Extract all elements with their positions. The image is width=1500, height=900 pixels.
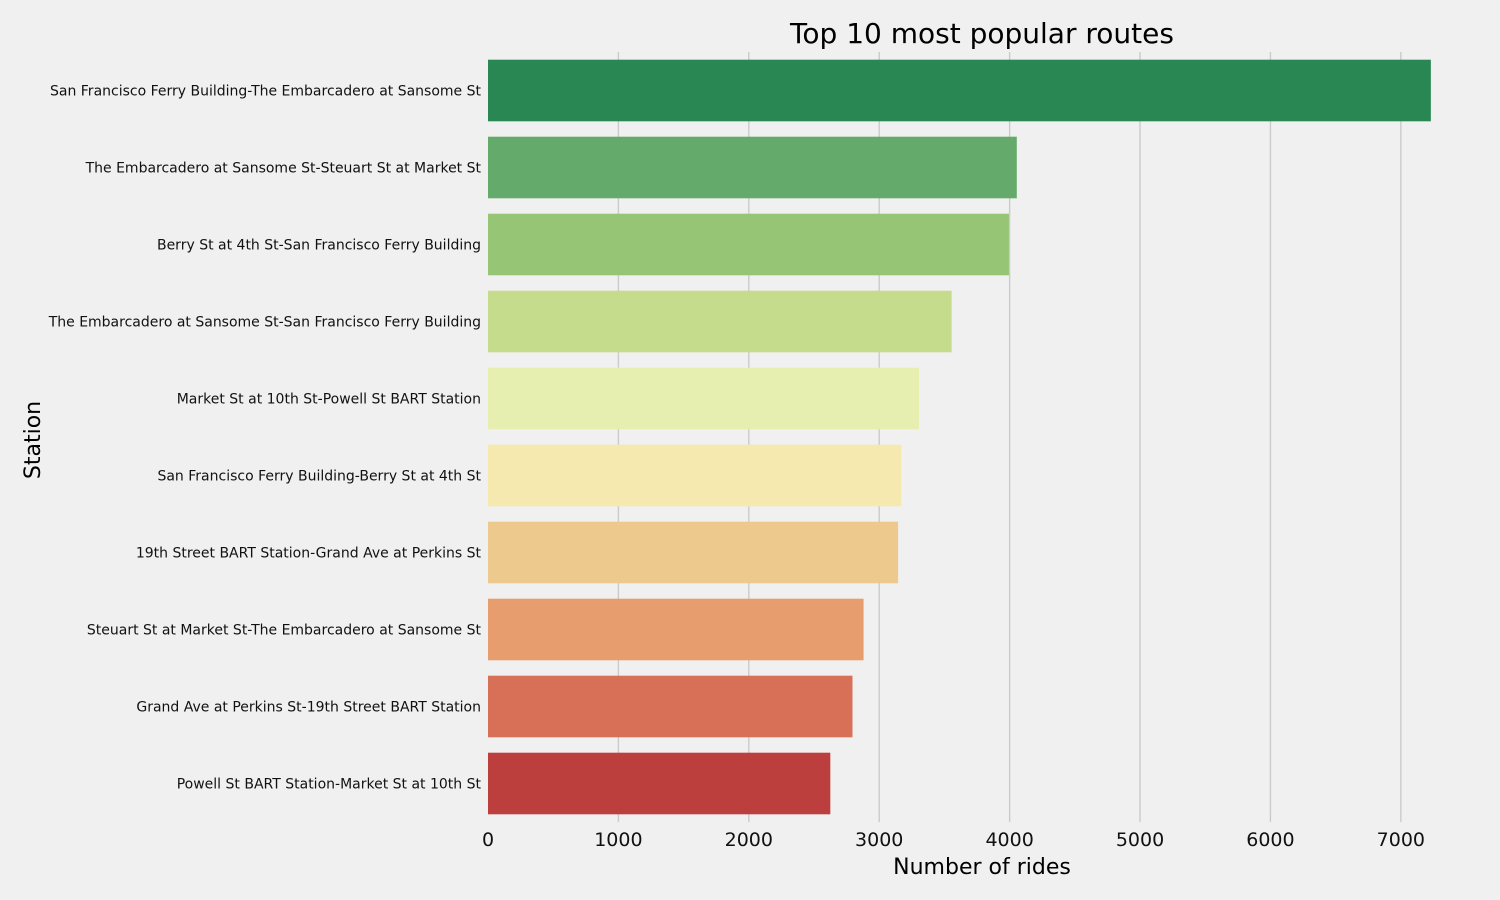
bar — [488, 367, 919, 430]
bar — [488, 752, 831, 815]
y-tick-label: San Francisco Ferry Building-Berry St at… — [157, 469, 481, 485]
bar — [488, 213, 1009, 276]
x-tick-label: 6000 — [1246, 829, 1294, 851]
y-tick-layer: San Francisco Ferry Building-The Embarca… — [48, 84, 482, 793]
y-tick-label: 19th Street BART Station-Grand Ave at Pe… — [136, 546, 482, 562]
bar — [488, 136, 1017, 199]
bar — [488, 444, 902, 507]
chart-title: Top 10 most popular routes — [789, 17, 1174, 50]
y-tick-label: Grand Ave at Perkins St-19th Street BART… — [136, 700, 481, 716]
y-tick-label: San Francisco Ferry Building-The Embarca… — [50, 84, 482, 100]
x-tick-label: 5000 — [1116, 829, 1164, 851]
bar — [488, 675, 853, 738]
x-tick-layer: 0 1000 2000 3000 4000 5000 6000 7000 — [482, 829, 1425, 851]
x-axis-label: Number of rides — [893, 855, 1071, 880]
y-axis-label: Station — [21, 401, 46, 479]
bar — [488, 59, 1431, 122]
x-tick-label: 4000 — [985, 829, 1033, 851]
bar — [488, 521, 899, 584]
x-tick-label: 3000 — [855, 829, 903, 851]
y-tick-label: Steuart St at Market St-The Embarcadero … — [87, 623, 482, 639]
bar — [488, 598, 864, 661]
y-tick-label: Powell St BART Station-Market St at 10th… — [177, 777, 482, 793]
x-tick-label: 0 — [482, 829, 494, 851]
x-tick-label: 2000 — [725, 829, 773, 851]
y-tick-label: The Embarcadero at Sansome St-San Franci… — [48, 315, 481, 331]
bar-layer — [488, 59, 1431, 815]
x-tick-label: 7000 — [1377, 829, 1425, 851]
y-tick-label: The Embarcadero at Sansome St-Steuart St… — [85, 161, 482, 177]
y-tick-label: Berry St at 4th St-San Francisco Ferry B… — [157, 238, 481, 254]
y-tick-label: Market St at 10th St-Powell St BART Stat… — [177, 392, 481, 408]
x-tick-label: 1000 — [594, 829, 642, 851]
bar — [488, 290, 952, 353]
